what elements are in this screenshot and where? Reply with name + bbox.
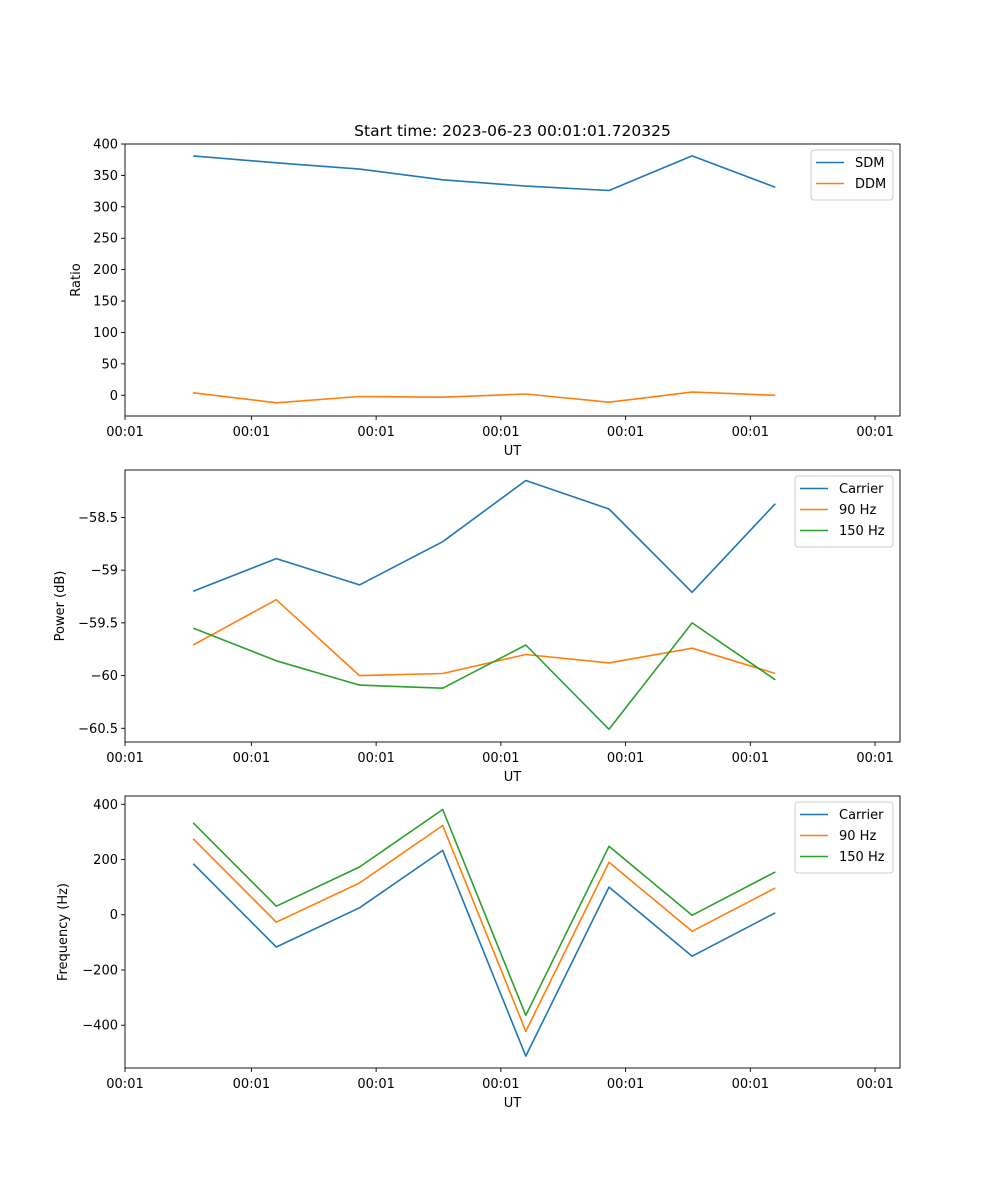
x-tick-label: 00:01 — [233, 751, 270, 766]
y-tick-label: −59 — [91, 564, 118, 579]
legend-label: Carrier — [839, 482, 884, 497]
x-tick-label: 00:01 — [607, 1077, 644, 1092]
legend-box — [794, 801, 894, 874]
y-tick-label: 200 — [93, 853, 118, 868]
series-line-ddm — [193, 391, 776, 404]
x-tick-label: 00:01 — [856, 1077, 893, 1092]
y-axis-label: Ratio — [69, 263, 84, 296]
axes-frame — [124, 469, 901, 743]
y-axis-label: Frequency (Hz) — [56, 883, 71, 981]
series-line-carrier — [192, 849, 776, 1057]
y-tick-label: 400 — [93, 798, 118, 813]
y-tick-label: −400 — [82, 1019, 118, 1034]
axes-frame — [124, 143, 901, 417]
series-line-sdm — [193, 155, 776, 192]
x-tick-label: 00:01 — [732, 1077, 769, 1092]
y-tick-label: −60.5 — [78, 722, 118, 737]
legend: Carrier 90 Hz 150 Hz — [794, 475, 894, 548]
y-tick-label: 250 — [93, 232, 118, 247]
y-tick-label: −200 — [82, 963, 118, 978]
figure-title: Start time: 2023-06-23 00:01:01.720325 — [354, 122, 671, 140]
chart-panel-2: −58.5 −59 −59.5 −60 −60.5 00:01 00:01 00:01 00:0… — [53, 469, 901, 785]
legend-label: Carrier — [839, 808, 884, 823]
x-tick-label: 00:01 — [607, 425, 644, 440]
chart-panel-1: 0 50 100 150 200 250 300 350 400 00:01 00:01 00:01 0… — [69, 138, 901, 459]
x-tick-label: 00:01 — [482, 1077, 519, 1092]
y-tick-label: 200 — [93, 263, 118, 278]
series-line-150-hz — [192, 808, 776, 1017]
legend-box — [794, 475, 894, 548]
y-axis-label: Power (dB) — [53, 571, 68, 642]
x-tick-label: 00:01 — [233, 425, 270, 440]
y-tick-label: 300 — [93, 200, 118, 215]
x-tick-label: 00:01 — [357, 751, 394, 766]
x-tick-label: 00:01 — [856, 425, 893, 440]
x-tick-label: 00:01 — [106, 425, 143, 440]
x-tick-label: 00:01 — [732, 751, 769, 766]
y-tick-label: 0 — [110, 908, 118, 923]
series-line-90-hz — [192, 598, 776, 677]
x-axis-label: UT — [504, 770, 522, 785]
x-tick-label: 00:01 — [106, 1077, 143, 1092]
y-tick-label: 400 — [93, 138, 118, 153]
legend-label: 90 Hz — [839, 503, 876, 518]
y-tick-label: 150 — [93, 295, 118, 310]
legend-label: DDM — [855, 177, 886, 192]
x-axis-label: UT — [504, 444, 522, 459]
x-tick-label: 00:01 — [357, 425, 394, 440]
series-line-150-hz — [192, 622, 776, 731]
series-line-90-hz — [192, 824, 776, 1033]
x-tick-label: 00:01 — [607, 751, 644, 766]
y-tick-label: 0 — [110, 389, 118, 404]
x-axis-label: UT — [504, 1096, 522, 1111]
y-tick-label: −58.5 — [78, 511, 118, 526]
y-tick-label: 50 — [101, 357, 118, 372]
x-tick-label: 00:01 — [482, 751, 519, 766]
chart-panel-3: 400 200 0 −200 −400 00:01 00:01 00:01 00:01 00:01… — [56, 795, 901, 1111]
axes-frame — [124, 795, 901, 1069]
legend-label: 150 Hz — [839, 524, 885, 539]
x-tick-label: 00:01 — [732, 425, 769, 440]
x-tick-label: 00:01 — [856, 751, 893, 766]
legend-label: SDM — [855, 156, 884, 171]
y-tick-label: 350 — [93, 169, 118, 184]
legend: SDM DDM — [810, 149, 894, 201]
y-tick-label: −59.5 — [78, 616, 118, 631]
series-line-carrier — [192, 479, 776, 594]
x-tick-label: 00:01 — [106, 751, 143, 766]
x-tick-label: 00:01 — [357, 1077, 394, 1092]
x-tick-label: 00:01 — [482, 425, 519, 440]
legend-label: 150 Hz — [839, 850, 885, 865]
y-tick-label: −60 — [91, 669, 118, 684]
y-tick-label: 100 — [93, 326, 118, 341]
x-tick-label: 00:01 — [233, 1077, 270, 1092]
legend-label: 90 Hz — [839, 829, 876, 844]
legend: Carrier 90 Hz 150 Hz — [794, 801, 894, 874]
